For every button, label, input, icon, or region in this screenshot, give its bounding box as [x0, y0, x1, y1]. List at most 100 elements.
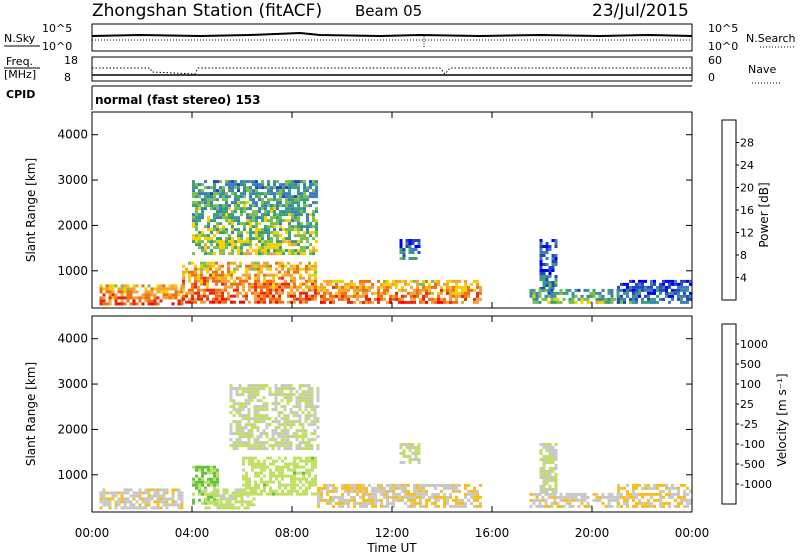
power-echo-cell — [150, 302, 154, 306]
velocity-echo-cell — [380, 486, 383, 490]
velocity-echo-cell — [550, 492, 554, 496]
velocity-echo-cell — [247, 402, 251, 406]
velocity-echo-cell — [287, 483, 290, 487]
power-echo-cell — [266, 279, 269, 283]
velocity-echo-cell — [617, 501, 620, 505]
power-echo-cell — [285, 192, 288, 196]
power-echo-cell — [198, 240, 201, 244]
power-echo-cell — [171, 302, 175, 306]
power-echo-cell — [273, 204, 276, 208]
velocity-echo-cell — [256, 429, 260, 433]
power-echo-cell — [258, 198, 261, 202]
velocity-echo-cell — [210, 468, 213, 472]
power-echo-cell — [315, 207, 318, 211]
power-echo-cell — [362, 291, 365, 295]
power-echo-cell — [278, 282, 281, 286]
time-axis-label: Time UT — [366, 541, 417, 554]
velocity-echo-cell — [542, 464, 546, 467]
power-echo-cell — [231, 228, 234, 232]
velocity-echo-cell — [389, 483, 392, 487]
power-echo-cell — [213, 204, 216, 208]
velocity-echo-cell — [156, 506, 160, 510]
power-echo-cell — [545, 245, 549, 248]
power-echo-cell — [455, 285, 458, 289]
power-echo-cell — [332, 294, 335, 298]
power-echo-cell — [565, 288, 569, 292]
power-echo-cell — [402, 251, 406, 254]
power-echo-cell — [269, 282, 272, 286]
power-echo-cell — [273, 207, 276, 211]
power-echo-cell — [422, 294, 425, 298]
power-echo-cell — [233, 282, 236, 286]
power-echo-cell — [380, 282, 383, 286]
power-echo-cell — [234, 219, 237, 223]
velocity-echo-cell — [425, 501, 428, 505]
velocity-echo-cell — [476, 492, 479, 496]
velocity-echo-cell — [301, 447, 305, 451]
velocity-echo-cell — [644, 483, 647, 487]
velocity-echo-cell — [229, 423, 233, 427]
power-echo-cell — [99, 290, 103, 294]
velocity-echo-cell — [554, 479, 558, 482]
power-echo-cell — [315, 249, 318, 253]
velocity-echo-cell — [452, 504, 455, 508]
power-echo-cell — [117, 287, 121, 291]
velocity-echo-cell — [117, 497, 121, 501]
velocity-echo-cell — [425, 504, 428, 508]
power-echo-cell — [264, 201, 267, 205]
power-echo-cell — [233, 288, 236, 292]
velocity-echo-cell — [262, 408, 266, 412]
power-echo-cell — [216, 222, 219, 226]
power-echo-cell — [275, 261, 278, 265]
power-echo-cell — [408, 251, 412, 254]
power-echo-cell — [224, 273, 227, 277]
power-echo-cell — [532, 288, 536, 292]
power-echo-cell — [123, 287, 127, 291]
velocity-echo-cell — [253, 441, 257, 445]
power-echo-cell — [243, 240, 246, 244]
power-echo-cell — [302, 297, 305, 301]
velocity-echo-cell — [290, 492, 293, 496]
power-echo-cell — [539, 245, 543, 248]
power-echo-cell — [206, 285, 209, 289]
velocity-echo-cell — [338, 498, 341, 502]
power-echo-cell — [294, 207, 297, 211]
power-echo-cell — [616, 291, 620, 295]
xtick-label: 00:00 — [675, 526, 710, 540]
power-echo-cell — [338, 285, 341, 289]
power-echo-cell — [680, 300, 683, 304]
velocity-echo-cell — [248, 459, 251, 463]
velocity-echo-cell — [305, 459, 308, 463]
velocity-echo-cell — [238, 423, 242, 427]
velocity-echo-cell — [174, 500, 178, 504]
velocity-echo-cell — [293, 474, 296, 478]
power-echo-cell — [452, 291, 455, 295]
power-echo-cell — [192, 189, 195, 193]
velocity-echo-cell — [626, 492, 629, 496]
velocity-echo-cell — [359, 486, 362, 490]
power-echo-cell — [147, 299, 151, 303]
power-colorbar-tick-label: 28 — [740, 137, 754, 150]
power-echo-cell — [288, 186, 291, 190]
velocity-echo-cell — [301, 399, 305, 403]
velocity-echo-cell — [283, 423, 287, 427]
power-echo-cell — [224, 288, 227, 292]
power-echo-cell — [294, 216, 297, 220]
velocity-echo-cell — [253, 426, 257, 430]
velocity-echo-cell — [413, 504, 416, 508]
power-echo-cell — [236, 267, 239, 271]
power-echo-cell — [240, 222, 243, 226]
power-echo-cell — [132, 299, 136, 303]
power-echo-cell — [273, 210, 276, 214]
power-echo-cell — [629, 297, 632, 301]
power-echo-cell — [392, 282, 395, 286]
velocity-echo-cell — [277, 420, 281, 424]
velocity-echo-cell — [247, 435, 251, 439]
velocity-echo-cell — [295, 399, 299, 403]
velocity-echo-cell — [201, 474, 204, 478]
power-echo-cell — [210, 195, 213, 199]
power-echo-cell — [228, 207, 231, 211]
power-echo-cell — [210, 219, 213, 223]
velocity-echo-cell — [243, 500, 247, 504]
